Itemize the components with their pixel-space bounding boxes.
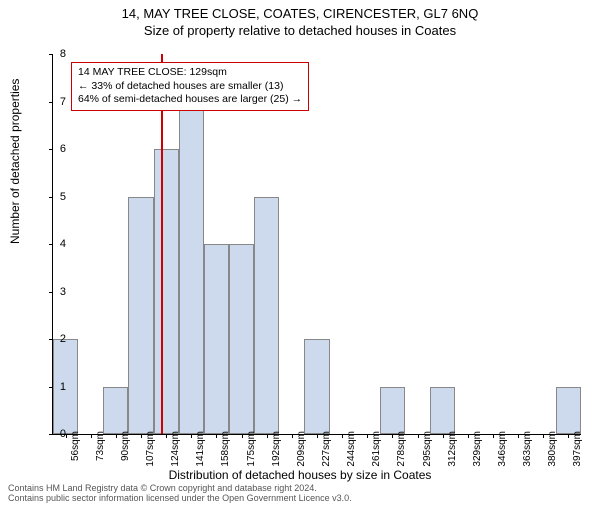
bar bbox=[430, 387, 455, 435]
ytick-label: 6 bbox=[46, 143, 66, 155]
xtick-label: 278sqm bbox=[396, 431, 407, 467]
xtick-label: 90sqm bbox=[120, 431, 131, 461]
bar bbox=[229, 244, 254, 434]
info-box-line: 64% of semi-detached houses are larger (… bbox=[78, 93, 302, 107]
xtick-label: 261sqm bbox=[371, 431, 382, 467]
footer-line-2: Contains public sector information licen… bbox=[8, 494, 352, 504]
xtick-mark bbox=[242, 434, 243, 438]
ytick-label: 7 bbox=[46, 96, 66, 108]
chart: 56sqm73sqm90sqm107sqm124sqm141sqm158sqm1… bbox=[52, 54, 580, 434]
xtick-mark bbox=[367, 434, 368, 438]
bar bbox=[304, 339, 329, 434]
bar bbox=[103, 387, 128, 435]
xtick-label: 73sqm bbox=[95, 431, 106, 461]
y-axis-label: Number of detached properties bbox=[8, 79, 22, 244]
xtick-label: 295sqm bbox=[422, 431, 433, 467]
ytick-label: 5 bbox=[46, 191, 66, 203]
info-box-line: ← 33% of detached houses are smaller (13… bbox=[78, 80, 302, 94]
xtick-mark bbox=[443, 434, 444, 438]
xtick-label: 312sqm bbox=[447, 431, 458, 467]
xtick-label: 124sqm bbox=[170, 431, 181, 467]
xtick-mark bbox=[267, 434, 268, 438]
xtick-mark bbox=[342, 434, 343, 438]
plot-area: 56sqm73sqm90sqm107sqm124sqm141sqm158sqm1… bbox=[52, 54, 581, 435]
xtick-mark bbox=[191, 434, 192, 438]
x-axis-label: Distribution of detached houses by size … bbox=[0, 468, 600, 482]
page-title: 14, MAY TREE CLOSE, COATES, CIRENCESTER,… bbox=[0, 6, 600, 21]
ytick-label: 0 bbox=[46, 428, 66, 440]
xtick-label: 141sqm bbox=[195, 431, 206, 467]
xtick-mark bbox=[392, 434, 393, 438]
xtick-label: 244sqm bbox=[346, 431, 357, 467]
xtick-label: 209sqm bbox=[296, 431, 307, 467]
bar bbox=[556, 387, 581, 435]
ytick-label: 1 bbox=[46, 381, 66, 393]
xtick-label: 346sqm bbox=[497, 431, 508, 467]
xtick-label: 329sqm bbox=[472, 431, 483, 467]
footer: Contains HM Land Registry data © Crown c… bbox=[8, 484, 352, 504]
xtick-mark bbox=[543, 434, 544, 438]
xtick-mark bbox=[468, 434, 469, 438]
xtick-mark bbox=[116, 434, 117, 438]
xtick-label: 397sqm bbox=[572, 431, 583, 467]
xtick-mark bbox=[216, 434, 217, 438]
bar bbox=[254, 197, 279, 435]
xtick-mark bbox=[568, 434, 569, 438]
bar bbox=[204, 244, 229, 434]
info-box-line: 14 MAY TREE CLOSE: 129sqm bbox=[78, 66, 302, 80]
ytick-label: 2 bbox=[46, 333, 66, 345]
bar bbox=[380, 387, 405, 435]
xtick-label: 192sqm bbox=[271, 431, 282, 467]
xtick-mark bbox=[141, 434, 142, 438]
xtick-mark bbox=[493, 434, 494, 438]
xtick-mark bbox=[292, 434, 293, 438]
bar bbox=[154, 149, 179, 434]
xtick-label: 380sqm bbox=[547, 431, 558, 467]
xtick-mark bbox=[317, 434, 318, 438]
xtick-label: 175sqm bbox=[246, 431, 257, 467]
info-box: 14 MAY TREE CLOSE: 129sqm← 33% of detach… bbox=[71, 62, 309, 111]
page-subtitle: Size of property relative to detached ho… bbox=[0, 23, 600, 38]
ytick-label: 4 bbox=[46, 238, 66, 250]
xtick-mark bbox=[518, 434, 519, 438]
bar bbox=[179, 102, 204, 435]
ytick-label: 8 bbox=[46, 48, 66, 60]
xtick-label: 56sqm bbox=[70, 431, 81, 461]
xtick-label: 227sqm bbox=[321, 431, 332, 467]
xtick-mark bbox=[418, 434, 419, 438]
ytick-label: 3 bbox=[46, 286, 66, 298]
bar bbox=[128, 197, 153, 435]
xtick-mark bbox=[91, 434, 92, 438]
reference-line bbox=[161, 54, 163, 434]
xtick-label: 363sqm bbox=[522, 431, 533, 467]
xtick-mark bbox=[166, 434, 167, 438]
xtick-label: 107sqm bbox=[145, 431, 156, 467]
xtick-label: 158sqm bbox=[220, 431, 231, 467]
